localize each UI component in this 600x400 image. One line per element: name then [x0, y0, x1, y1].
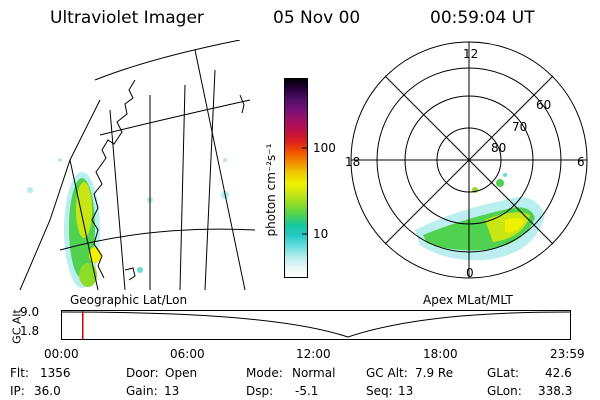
lat-lon-grid	[59, 40, 256, 290]
auroral-emission-geo	[27, 158, 229, 288]
time-tick-1200: 12:00	[296, 347, 331, 361]
time-tick-0000: 00:00	[44, 347, 79, 361]
altitude-plot	[61, 310, 571, 340]
colorbar-tick-10: 10	[313, 227, 329, 241]
time-tick-0600: 06:00	[170, 347, 205, 361]
polar-plot	[350, 41, 588, 279]
altitude-y-bottom: 1.8	[20, 324, 40, 338]
mlt-label-0: 0	[466, 266, 474, 280]
mlt-label-6: 6	[577, 155, 585, 169]
time-tick-2359: 23:59	[550, 347, 585, 361]
mlt-label-12: 12	[463, 47, 479, 61]
colorbar	[284, 78, 308, 278]
colorbar-unit-label: photon cm⁻²s⁻¹	[264, 143, 278, 237]
colorbar-tick-100: 100	[313, 141, 336, 155]
geographic-panel-label: Geographic Lat/Lon	[70, 293, 188, 307]
mlat-label-80: 80	[491, 141, 507, 155]
coastline	[91, 79, 245, 281]
geographic-image	[19, 40, 256, 290]
instrument-title: Ultraviolet Imager	[50, 8, 204, 28]
time-tick-1800: 18:00	[423, 347, 458, 361]
image-edge	[19, 99, 101, 290]
altitude-y-top: 9.0	[20, 305, 40, 319]
observation-time: 00:59:04 UT	[430, 8, 535, 28]
observation-date: 05 Nov 00	[273, 8, 361, 28]
mlt-label-18: 18	[345, 155, 361, 169]
altitude-curve	[61, 311, 571, 338]
mlat-label-60: 60	[536, 98, 552, 112]
mlat-label-70: 70	[512, 120, 528, 134]
polar-panel-label: Apex MLat/MLT	[423, 293, 513, 307]
auroral-oval-polar	[415, 173, 545, 261]
polar-grid	[350, 41, 588, 279]
